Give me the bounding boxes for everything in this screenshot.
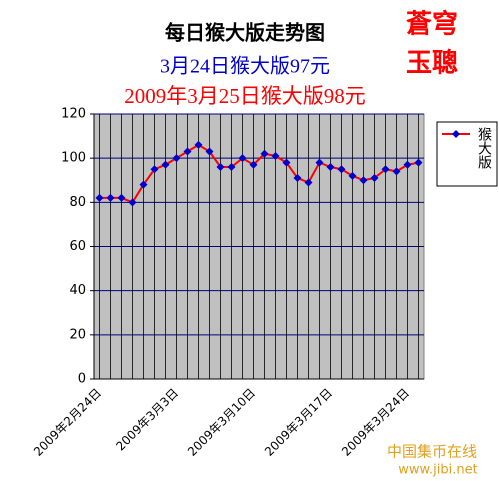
marker	[139, 180, 148, 189]
marker	[260, 149, 269, 158]
x-tick-label: 2009年3月17日	[262, 386, 335, 459]
chart-title: 每日猴大版走势图	[165, 21, 325, 45]
marker	[403, 160, 412, 169]
y-tick-label: 80	[69, 195, 86, 210]
y-tick-label: 120	[61, 107, 86, 122]
x-tick-label: 2009年3月3日	[113, 386, 181, 454]
marker	[150, 165, 159, 174]
marker	[271, 151, 280, 160]
legend-marker	[452, 130, 460, 138]
subtitle: 2009年3月25日猴大版98元	[124, 84, 366, 108]
marker	[117, 193, 126, 202]
y-tick-label: 20	[69, 327, 86, 342]
marker	[106, 193, 115, 202]
marker	[315, 158, 324, 167]
x-tick-label: 2009年2月24日	[31, 386, 104, 459]
marker	[370, 174, 379, 183]
y-tick-label: 40	[69, 283, 86, 298]
marker	[359, 176, 368, 185]
marker	[282, 158, 291, 167]
brand: 玉聰	[406, 48, 458, 79]
marker	[304, 178, 313, 187]
marker	[128, 198, 137, 207]
legend-label: 猴大版	[476, 127, 492, 170]
marker	[183, 147, 192, 156]
marker	[205, 147, 214, 156]
marker	[161, 160, 170, 169]
x-tick-label: 2009年3月10日	[185, 386, 258, 459]
marker	[326, 163, 335, 171]
marker	[172, 154, 181, 163]
marker	[381, 165, 390, 174]
subtitle: 3月24日猴大版97元	[160, 55, 330, 78]
watermark: 中国集币在线	[387, 443, 477, 461]
brand: 蒼穹	[406, 9, 458, 40]
marker	[392, 167, 401, 176]
marker	[95, 193, 104, 202]
marker	[249, 160, 258, 169]
y-tick-label: 0	[78, 372, 86, 387]
marker	[414, 158, 423, 167]
legend	[436, 121, 498, 187]
marker	[293, 174, 302, 183]
watermark: www.jibi.net	[398, 463, 477, 478]
marker	[238, 154, 247, 163]
marker	[337, 165, 346, 174]
y-tick-label: 100	[61, 151, 86, 166]
y-tick-label: 60	[69, 239, 86, 254]
marker	[194, 140, 203, 149]
marker	[227, 163, 236, 171]
marker	[216, 163, 225, 171]
marker	[348, 171, 357, 180]
